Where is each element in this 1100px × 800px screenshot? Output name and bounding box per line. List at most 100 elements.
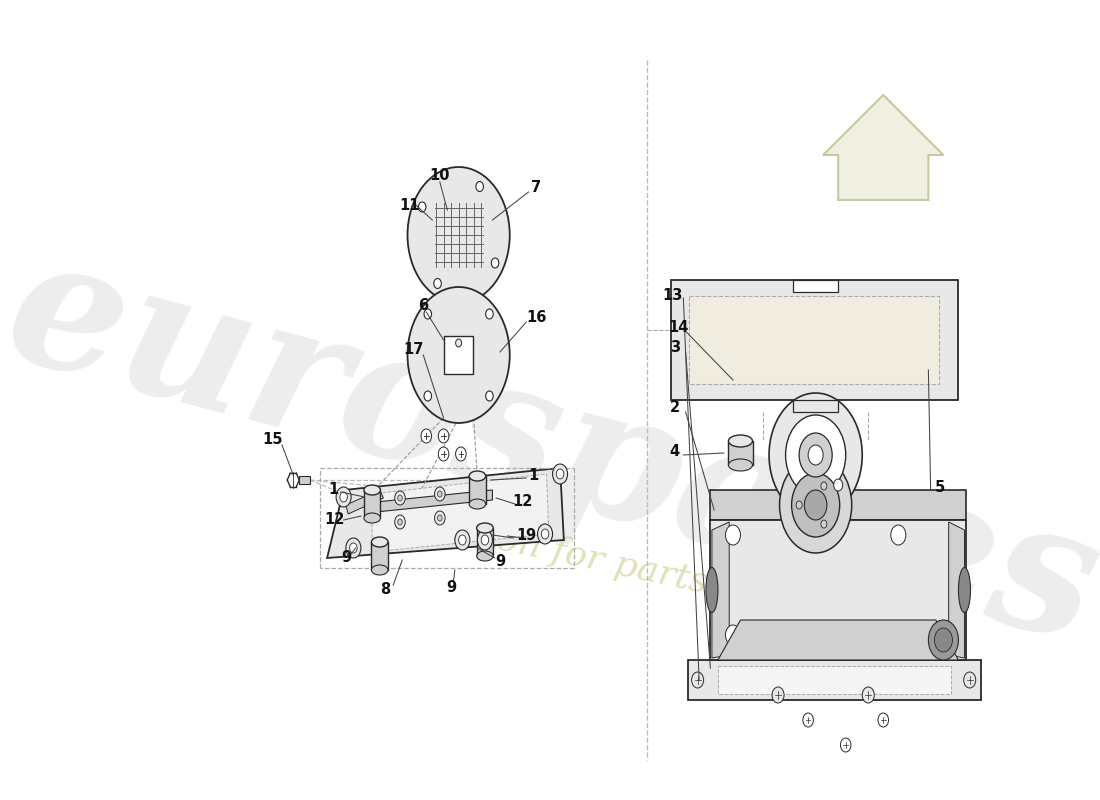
Circle shape	[486, 309, 493, 319]
Polygon shape	[718, 620, 958, 660]
Ellipse shape	[728, 459, 752, 471]
Circle shape	[438, 515, 442, 521]
Circle shape	[785, 415, 846, 495]
Circle shape	[407, 287, 509, 423]
Circle shape	[438, 491, 442, 497]
Polygon shape	[372, 542, 388, 570]
Text: 6: 6	[418, 298, 428, 313]
Circle shape	[799, 433, 833, 477]
Circle shape	[395, 491, 405, 505]
Ellipse shape	[476, 523, 493, 533]
Circle shape	[808, 445, 823, 465]
Circle shape	[438, 429, 449, 443]
Polygon shape	[712, 522, 729, 658]
Text: 1: 1	[529, 469, 539, 483]
Polygon shape	[364, 490, 381, 518]
Circle shape	[481, 535, 488, 545]
Text: 2: 2	[670, 401, 680, 415]
Text: 9: 9	[341, 550, 351, 566]
Polygon shape	[728, 441, 752, 465]
Text: 1: 1	[516, 527, 526, 542]
Text: 10: 10	[430, 167, 450, 182]
Text: 14: 14	[669, 321, 689, 335]
Circle shape	[418, 202, 426, 212]
Circle shape	[340, 492, 348, 502]
Circle shape	[557, 469, 564, 479]
Circle shape	[796, 501, 802, 509]
Ellipse shape	[728, 435, 752, 447]
Text: 8: 8	[381, 582, 390, 598]
Circle shape	[772, 687, 784, 703]
Circle shape	[692, 672, 704, 688]
Polygon shape	[376, 490, 493, 512]
Ellipse shape	[364, 513, 381, 523]
Text: 17: 17	[404, 342, 424, 358]
Circle shape	[398, 495, 403, 501]
Polygon shape	[327, 468, 564, 558]
Polygon shape	[688, 660, 981, 700]
Ellipse shape	[706, 567, 718, 613]
Polygon shape	[444, 336, 473, 374]
Polygon shape	[711, 490, 966, 520]
Polygon shape	[793, 400, 838, 412]
Text: 7: 7	[531, 181, 541, 195]
Text: 5: 5	[935, 481, 945, 495]
Circle shape	[964, 672, 976, 688]
Text: 12: 12	[513, 494, 532, 510]
Ellipse shape	[476, 551, 493, 561]
Circle shape	[834, 479, 843, 491]
Text: 3: 3	[670, 341, 680, 355]
Circle shape	[395, 515, 405, 529]
Text: 12: 12	[324, 513, 344, 527]
Polygon shape	[469, 476, 486, 504]
Circle shape	[476, 182, 483, 191]
Polygon shape	[299, 476, 310, 484]
Circle shape	[424, 309, 431, 319]
Circle shape	[455, 447, 466, 461]
Circle shape	[780, 457, 851, 553]
Circle shape	[455, 339, 462, 347]
Text: 9: 9	[446, 581, 456, 595]
Circle shape	[934, 628, 953, 652]
Circle shape	[878, 713, 889, 727]
Circle shape	[891, 525, 905, 545]
Circle shape	[350, 543, 358, 553]
Polygon shape	[711, 520, 966, 660]
Circle shape	[803, 713, 813, 727]
Text: 4: 4	[669, 445, 680, 459]
Polygon shape	[372, 474, 549, 552]
Ellipse shape	[372, 537, 388, 547]
Polygon shape	[690, 296, 939, 384]
Circle shape	[552, 464, 568, 484]
Circle shape	[725, 625, 740, 645]
Ellipse shape	[372, 565, 388, 575]
Ellipse shape	[958, 567, 970, 613]
Circle shape	[725, 525, 740, 545]
Circle shape	[792, 473, 839, 537]
Circle shape	[455, 530, 470, 550]
Polygon shape	[476, 528, 493, 556]
Circle shape	[434, 487, 446, 501]
Circle shape	[541, 529, 549, 539]
Circle shape	[486, 391, 493, 401]
Text: 9: 9	[495, 554, 505, 570]
Circle shape	[477, 530, 493, 550]
Circle shape	[434, 511, 446, 525]
Circle shape	[421, 429, 431, 443]
Text: 11: 11	[399, 198, 420, 213]
Text: 15: 15	[263, 433, 283, 447]
Polygon shape	[948, 522, 965, 658]
Text: 16: 16	[526, 310, 547, 326]
Text: 1: 1	[328, 482, 338, 498]
Circle shape	[459, 535, 466, 545]
Ellipse shape	[364, 485, 381, 495]
Circle shape	[398, 519, 403, 525]
Circle shape	[337, 487, 351, 507]
Text: 13: 13	[662, 287, 683, 302]
Circle shape	[424, 391, 431, 401]
Circle shape	[891, 625, 905, 645]
Circle shape	[407, 167, 509, 303]
Circle shape	[862, 687, 874, 703]
Circle shape	[438, 447, 449, 461]
Circle shape	[345, 538, 361, 558]
